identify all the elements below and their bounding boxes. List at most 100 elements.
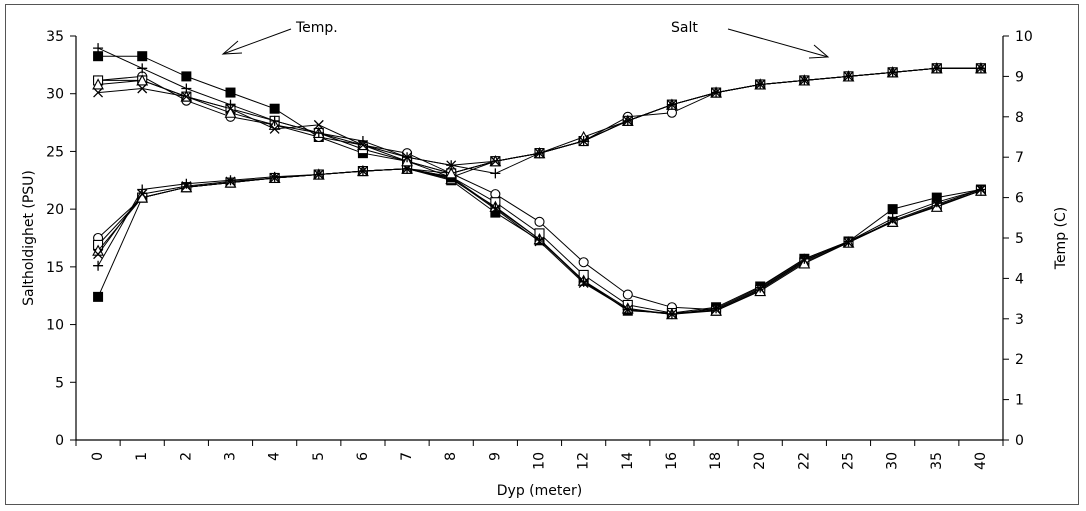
data-point-plus (446, 160, 457, 171)
data-point-square-filled (137, 51, 148, 62)
data-point-plus (490, 168, 501, 179)
salt-annotation: Salt (671, 20, 830, 59)
x-tick-label: 18 (708, 452, 724, 470)
data-point-plus (799, 75, 810, 86)
data-point-plus (225, 175, 236, 186)
x-tick-label: 2 (178, 452, 194, 461)
data-point-square-filled (181, 71, 192, 82)
y2-tick-label: 2 (1015, 352, 1024, 368)
x-tick-label: 40 (973, 452, 989, 470)
y2-axis-title: Temp (C) (1053, 207, 1069, 270)
data-point-square-filled (887, 204, 898, 215)
data-point-square-filled (93, 291, 104, 302)
data-point-plus (711, 303, 722, 314)
x-tick-label: 0 (90, 452, 106, 461)
salt-annotation-label: Salt (671, 20, 698, 36)
data-point-plus (578, 136, 589, 147)
data-point-plus (534, 234, 545, 245)
data-point-plus (799, 253, 810, 264)
data-point-plus (269, 115, 280, 126)
x-tick-label: 35 (929, 452, 945, 470)
x-tick-label: 5 (311, 452, 327, 461)
temp-annotation-label: Temp. (295, 20, 338, 36)
x-tick-label: 20 (752, 452, 768, 470)
data-point-plus (843, 71, 854, 82)
x-tick-label: 10 (532, 452, 548, 470)
data-point-square-filled (225, 87, 236, 98)
y2-tick-label: 3 (1015, 312, 1024, 328)
y-axis-title: Saltholdighet (PSU) (21, 170, 37, 306)
data-point-plus (975, 63, 986, 74)
y-tick-label: 0 (55, 433, 64, 449)
x-tick-label: 22 (796, 452, 812, 470)
y-tick-label: 20 (46, 202, 64, 218)
x-tick-label: 8 (443, 452, 459, 461)
data-point-triangle-open (92, 78, 104, 90)
data-point-cross-x (93, 249, 104, 260)
x-tick-label: 1 (134, 452, 150, 461)
data-point-triangle-open (136, 74, 149, 86)
data-point-plus (755, 282, 766, 293)
series-group (92, 43, 987, 320)
x-tick-label: 7 (399, 452, 415, 461)
data-point-plus (93, 43, 104, 54)
data-point-plus (666, 99, 677, 110)
data-point-plus (93, 260, 104, 271)
y2-tick-label: 8 (1015, 110, 1024, 126)
x-tick-label: 16 (664, 452, 680, 470)
data-point-plus (887, 213, 898, 224)
x-tick-label: 30 (885, 452, 901, 470)
data-point-cross-x (181, 91, 192, 102)
data-point-plus (622, 115, 633, 126)
temp-annotation-arrowhead (221, 40, 243, 55)
data-point-circle-open (534, 216, 545, 227)
data-point-plus (887, 67, 898, 78)
data-point-plus (181, 178, 192, 189)
data-point-plus (931, 197, 942, 208)
data-point-plus (313, 127, 324, 138)
data-point-cross-x (269, 123, 280, 134)
y2-tick-label: 10 (1015, 29, 1033, 45)
data-point-cross-x (93, 87, 104, 98)
y2-tick-label: 4 (1015, 271, 1024, 287)
y2-tick-label: 7 (1015, 150, 1024, 166)
y2-tick-label: 5 (1015, 231, 1024, 247)
data-point-plus (622, 304, 633, 315)
x-tick-label: 6 (355, 452, 371, 461)
data-point-plus (137, 63, 148, 74)
data-point-plus (666, 309, 677, 320)
data-point-plus (137, 184, 148, 195)
temp-series-plus (93, 43, 986, 179)
x-tick-label: 3 (223, 452, 239, 461)
data-point-triangle-open (224, 106, 237, 118)
x-axis-title: Dyp (meter) (497, 483, 582, 499)
data-point-plus (402, 152, 413, 163)
data-point-cross-x (137, 83, 148, 94)
y2-tick-label: 1 (1015, 393, 1024, 409)
data-point-cross-x (490, 156, 501, 167)
data-point-square-filled (269, 103, 280, 114)
x-tick-label: 12 (576, 452, 592, 470)
x-tick-label: 14 (620, 452, 636, 470)
y2-tick-label: 6 (1015, 191, 1024, 207)
data-point-plus (534, 148, 545, 159)
y-tick-label: 5 (55, 375, 64, 391)
data-point-plus (181, 83, 192, 94)
x-tick-label: 9 (487, 452, 503, 461)
data-point-circle-open (622, 289, 633, 300)
y-tick-label: 15 (46, 260, 64, 276)
x-tick-label: 25 (841, 452, 857, 470)
data-point-plus (843, 236, 854, 247)
y-tick-label: 25 (46, 144, 64, 160)
y-tick-label: 35 (46, 29, 64, 45)
data-point-plus (711, 87, 722, 98)
chart-frame: 0 5 10 15 20 25 30 35 0 1 2 3 4 5 6 7 8 9 10 0 1 2 3 4 5 6 7 8 9 10 12… (5, 4, 1079, 505)
salt-annotation-arrow (727, 28, 829, 58)
temp-annotation: Temp. (221, 20, 338, 55)
data-point-plus (313, 169, 324, 180)
data-point-plus (225, 99, 236, 110)
salt-series-plus (93, 163, 986, 320)
